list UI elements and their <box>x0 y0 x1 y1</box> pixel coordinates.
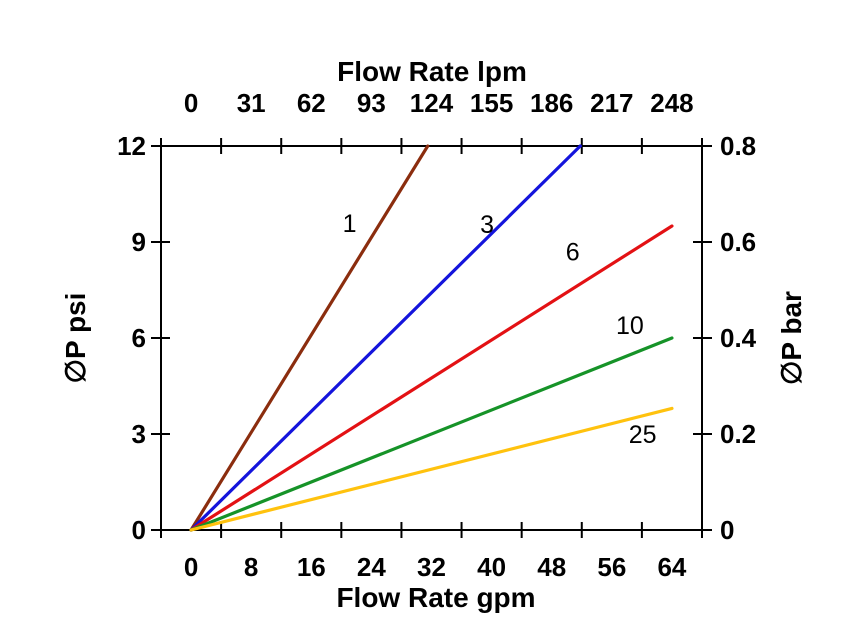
x-tick-label-gpm: 8 <box>244 552 258 582</box>
series-line-3 <box>189 144 582 532</box>
x-tick-label-lpm: 248 <box>650 88 693 118</box>
series-line-1 <box>189 144 430 532</box>
x-tick-label-gpm: 24 <box>357 552 386 582</box>
y-tick-label-psi: 12 <box>117 131 146 161</box>
left-axis-title: ∅P psi <box>60 292 91 384</box>
y-tick-label-bar: 0.4 <box>720 323 757 353</box>
top-axis-title: Flow Rate lpm <box>337 56 527 87</box>
y-tick-label-bar: 0.8 <box>720 131 756 161</box>
bottom-axis-title: Flow Rate gpm <box>336 582 536 613</box>
x-tick-label-lpm: 155 <box>470 88 513 118</box>
series-label-10: 10 <box>616 312 644 340</box>
y-tick-label-bar: 0.2 <box>720 419 756 449</box>
series-label-3: 3 <box>480 211 494 239</box>
x-tick-label-gpm: 48 <box>537 552 566 582</box>
y-tick-label-psi: 3 <box>132 419 146 449</box>
x-tick-label-lpm: 62 <box>297 88 326 118</box>
series-line-10 <box>189 336 674 532</box>
right-axis-title: ∅P bar <box>776 291 807 385</box>
x-tick-label-gpm: 0 <box>184 552 198 582</box>
x-tick-label-gpm: 16 <box>297 552 326 582</box>
x-tick-label-lpm: 93 <box>357 88 386 118</box>
y-tick-label-psi: 0 <box>132 515 146 545</box>
x-tick-label-lpm: 186 <box>530 88 573 118</box>
x-tick-label-gpm: 64 <box>657 552 686 582</box>
x-tick-label-lpm: 217 <box>590 88 633 118</box>
series-line-25 <box>189 406 674 532</box>
y-tick-label-bar: 0.6 <box>720 227 756 257</box>
x-tick-label-gpm: 56 <box>597 552 626 582</box>
series-label-1: 1 <box>343 210 357 238</box>
x-tick-label-lpm: 31 <box>237 88 266 118</box>
y-tick-label-psi: 9 <box>132 227 146 257</box>
x-tick-label-gpm: 40 <box>477 552 506 582</box>
y-tick-label-bar: 0 <box>720 515 734 545</box>
series-label-25: 25 <box>629 421 657 449</box>
x-tick-label-lpm: 124 <box>410 88 454 118</box>
x-tick-label-gpm: 32 <box>417 552 446 582</box>
series-line-6 <box>189 224 674 532</box>
y-tick-label-psi: 6 <box>132 323 146 353</box>
series-label-6: 6 <box>566 239 580 267</box>
x-tick-label-lpm: 0 <box>184 88 198 118</box>
